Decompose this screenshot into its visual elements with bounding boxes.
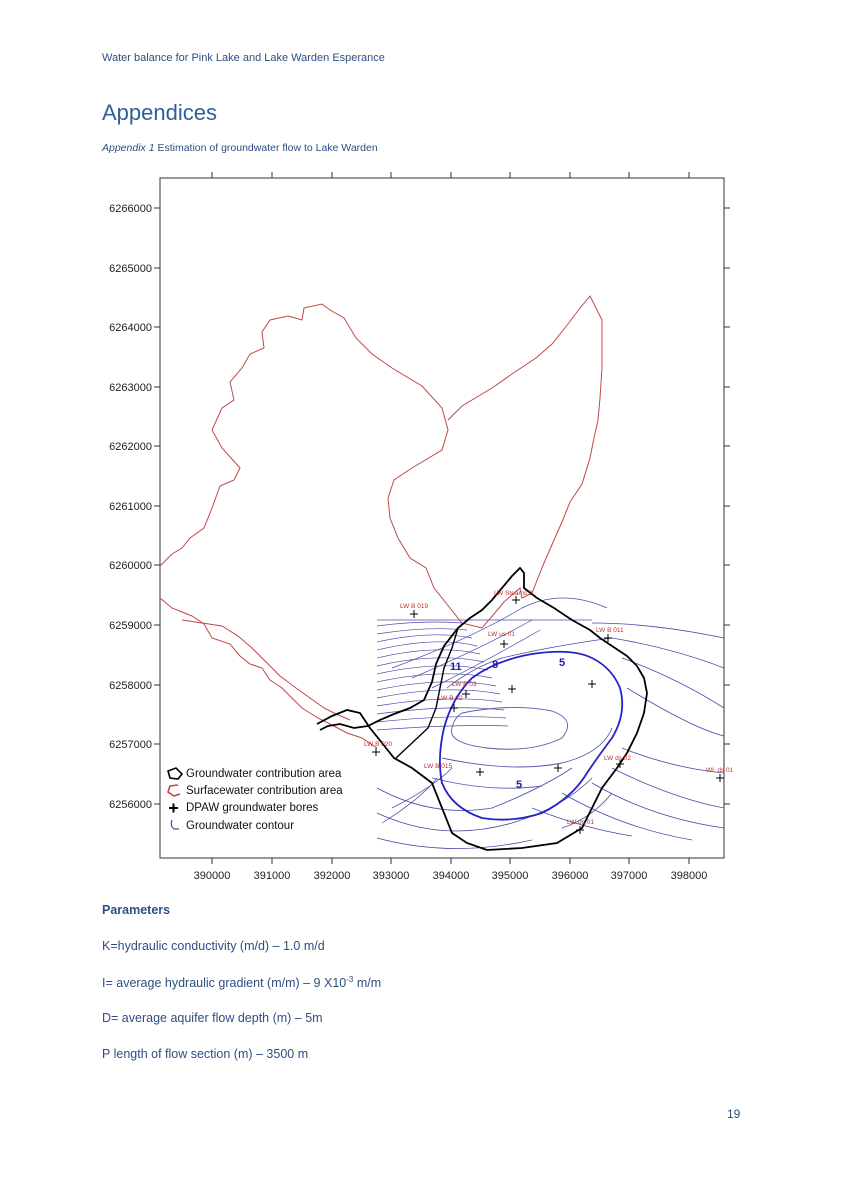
x-tick-label: 394000 — [433, 870, 470, 882]
legend-label: Groundwater contour — [186, 820, 294, 832]
legend-label: Surfacewater contribution area — [186, 785, 343, 797]
parameters-heading: Parameters — [102, 903, 171, 917]
x-tick-label: 397000 — [611, 870, 648, 882]
x-tick-label: 395000 — [492, 870, 529, 882]
legend-label: Groundwater contribution area — [186, 768, 342, 780]
y-tick-label: 6258000 — [109, 680, 152, 692]
caption-label: Appendix 1 — [102, 142, 155, 154]
bore-label: LW B 015 — [424, 763, 452, 770]
param-k: K=hydraulic conductivity (m/d) – 1.0 m/d — [102, 939, 325, 953]
y-tick-label: 6257000 — [109, 739, 152, 751]
param-i-unit: m/m — [353, 976, 382, 991]
y-tick-label: 6263000 — [109, 382, 152, 394]
param-p: P length of flow section (m) – 3500 m — [102, 1047, 309, 1061]
y-tick-label: 6265000 — [109, 263, 152, 275]
page-number: 19 — [727, 1107, 741, 1121]
contour-label: 11 — [450, 661, 462, 673]
bore-label: LW B 020 — [364, 741, 392, 748]
bore-label: LW B 019 — [400, 603, 428, 610]
surfacewater-boundary — [159, 295, 603, 629]
y-tick-label: 6261000 — [109, 501, 152, 513]
figure-caption: Appendix 1 Estimation of groundwater flo… — [102, 142, 378, 154]
bores — [372, 596, 724, 834]
surfacewater-area-icon — [167, 784, 181, 797]
contour-label: 8 — [492, 659, 498, 671]
param-d: D= average aquifer flow depth (m) – 5m — [102, 1011, 323, 1025]
groundwater-contours-inner — [431, 707, 613, 789]
x-tick-label: 398000 — [671, 870, 708, 882]
y-tick-label: 6260000 — [109, 560, 152, 572]
bore-label: WL ds 01 — [706, 767, 734, 774]
main-contour — [439, 650, 624, 821]
groundwater-area-icon — [167, 767, 184, 780]
x-axis: 390000 391000 392000 393000 394000 39500… — [194, 870, 708, 882]
y-tick-label: 6256000 — [109, 799, 152, 811]
contour-label: 5 — [559, 657, 565, 669]
y-tick-label: 6262000 — [109, 441, 152, 453]
groundwater-contours-east — [376, 622, 725, 849]
legend-label: DPAW groundwater bores — [186, 802, 319, 814]
param-i-exponent: -3 — [346, 975, 354, 984]
bore-label: LW ds 01 — [567, 819, 594, 826]
y-tick-label: 6266000 — [109, 203, 152, 215]
param-i-text: I= average hydraulic gradient (m/m) – 9 … — [102, 976, 347, 991]
bore-label: LW B 011 — [596, 627, 624, 634]
running-header: Water balance for Pink Lake and Lake War… — [102, 52, 385, 64]
contour-line-icon — [170, 819, 179, 830]
y-tick-label: 6264000 — [109, 322, 152, 334]
x-tick-label: 392000 — [314, 870, 351, 882]
bore-label: LW ds 02 — [604, 755, 631, 762]
x-tick-label: 390000 — [194, 870, 231, 882]
contour-label: 5 — [516, 779, 522, 791]
y-axis: 6266000 6265000 6264000 6263000 6262000 … — [109, 203, 152, 811]
groundwater-map: 6266000 6265000 6264000 6263000 6262000 … — [109, 172, 734, 882]
param-i: I= average hydraulic gradient (m/m) – 9 … — [102, 975, 381, 990]
x-tick-label: 396000 — [552, 870, 589, 882]
map-frame — [159, 177, 725, 859]
section-heading: Appendices — [102, 100, 217, 125]
bore-label: LW B 02 — [438, 695, 463, 702]
x-tick-label: 393000 — [373, 870, 410, 882]
map-legend: Groundwater contribution area Surfacewat… — [167, 767, 343, 832]
bore-label: LW Steams 2 — [494, 590, 533, 597]
bore-label: LW us 01 — [488, 631, 515, 638]
x-tick-label: 391000 — [254, 870, 291, 882]
cross-icon — [169, 803, 178, 813]
groundwater-contours-west — [376, 597, 613, 824]
y-tick-label: 6259000 — [109, 620, 152, 632]
caption-text: Estimation of groundwater flow to Lake W… — [154, 142, 378, 154]
bore-label: LW B 03 — [452, 681, 477, 688]
